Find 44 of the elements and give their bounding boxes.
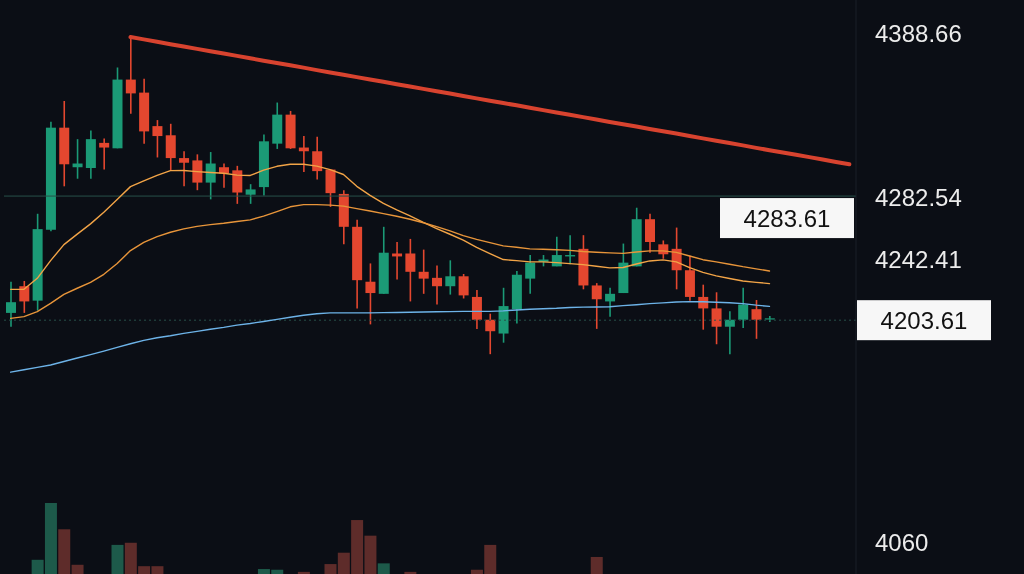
- candlestick: [591, 282, 602, 330]
- candlestick: [724, 310, 735, 355]
- y-tick-label: 4282.54: [875, 184, 962, 212]
- candlestick: [365, 262, 376, 326]
- candlestick: [6, 280, 16, 328]
- candlestick: [738, 286, 749, 329]
- candlestick: [392, 241, 403, 281]
- candlestick: [405, 238, 416, 303]
- candlestick: [205, 151, 216, 201]
- candlestick: [458, 273, 469, 300]
- candlestick: [192, 153, 203, 191]
- candlestick: [245, 183, 256, 205]
- line-series: [128, 35, 852, 167]
- ref-line-label: 4203.61: [880, 306, 968, 334]
- candlestick: [312, 136, 323, 181]
- bar: [297, 571, 310, 574]
- ref-line-label: 4283.61: [743, 204, 831, 232]
- candlestick: [445, 259, 456, 296]
- candlestick: [179, 150, 190, 188]
- bar: [404, 571, 417, 574]
- candlestick: [432, 264, 442, 306]
- candlestick: [418, 248, 429, 295]
- bar: [590, 556, 603, 574]
- candlestick: [711, 291, 722, 346]
- candlestick: [219, 162, 229, 189]
- bar: [111, 544, 124, 574]
- y-tick-label: 4388.66: [875, 19, 962, 47]
- candlestick: [471, 289, 482, 330]
- candlestick: [99, 137, 110, 171]
- candlestick: [751, 299, 762, 340]
- candlestick: [485, 312, 496, 355]
- candlestick: [325, 168, 336, 208]
- candlestick: [165, 123, 176, 172]
- candlestick: [645, 212, 655, 254]
- candlestick: [525, 254, 536, 295]
- candlestick: [19, 280, 30, 314]
- y-tick-label: 4242.41: [875, 246, 962, 274]
- y-tick-label: 4060: [875, 529, 929, 557]
- candlestick: [232, 165, 243, 205]
- bar: [58, 529, 71, 574]
- bar: [71, 564, 84, 574]
- candlestick: [605, 286, 616, 318]
- candlestick: [152, 119, 163, 159]
- bar: [377, 563, 390, 574]
